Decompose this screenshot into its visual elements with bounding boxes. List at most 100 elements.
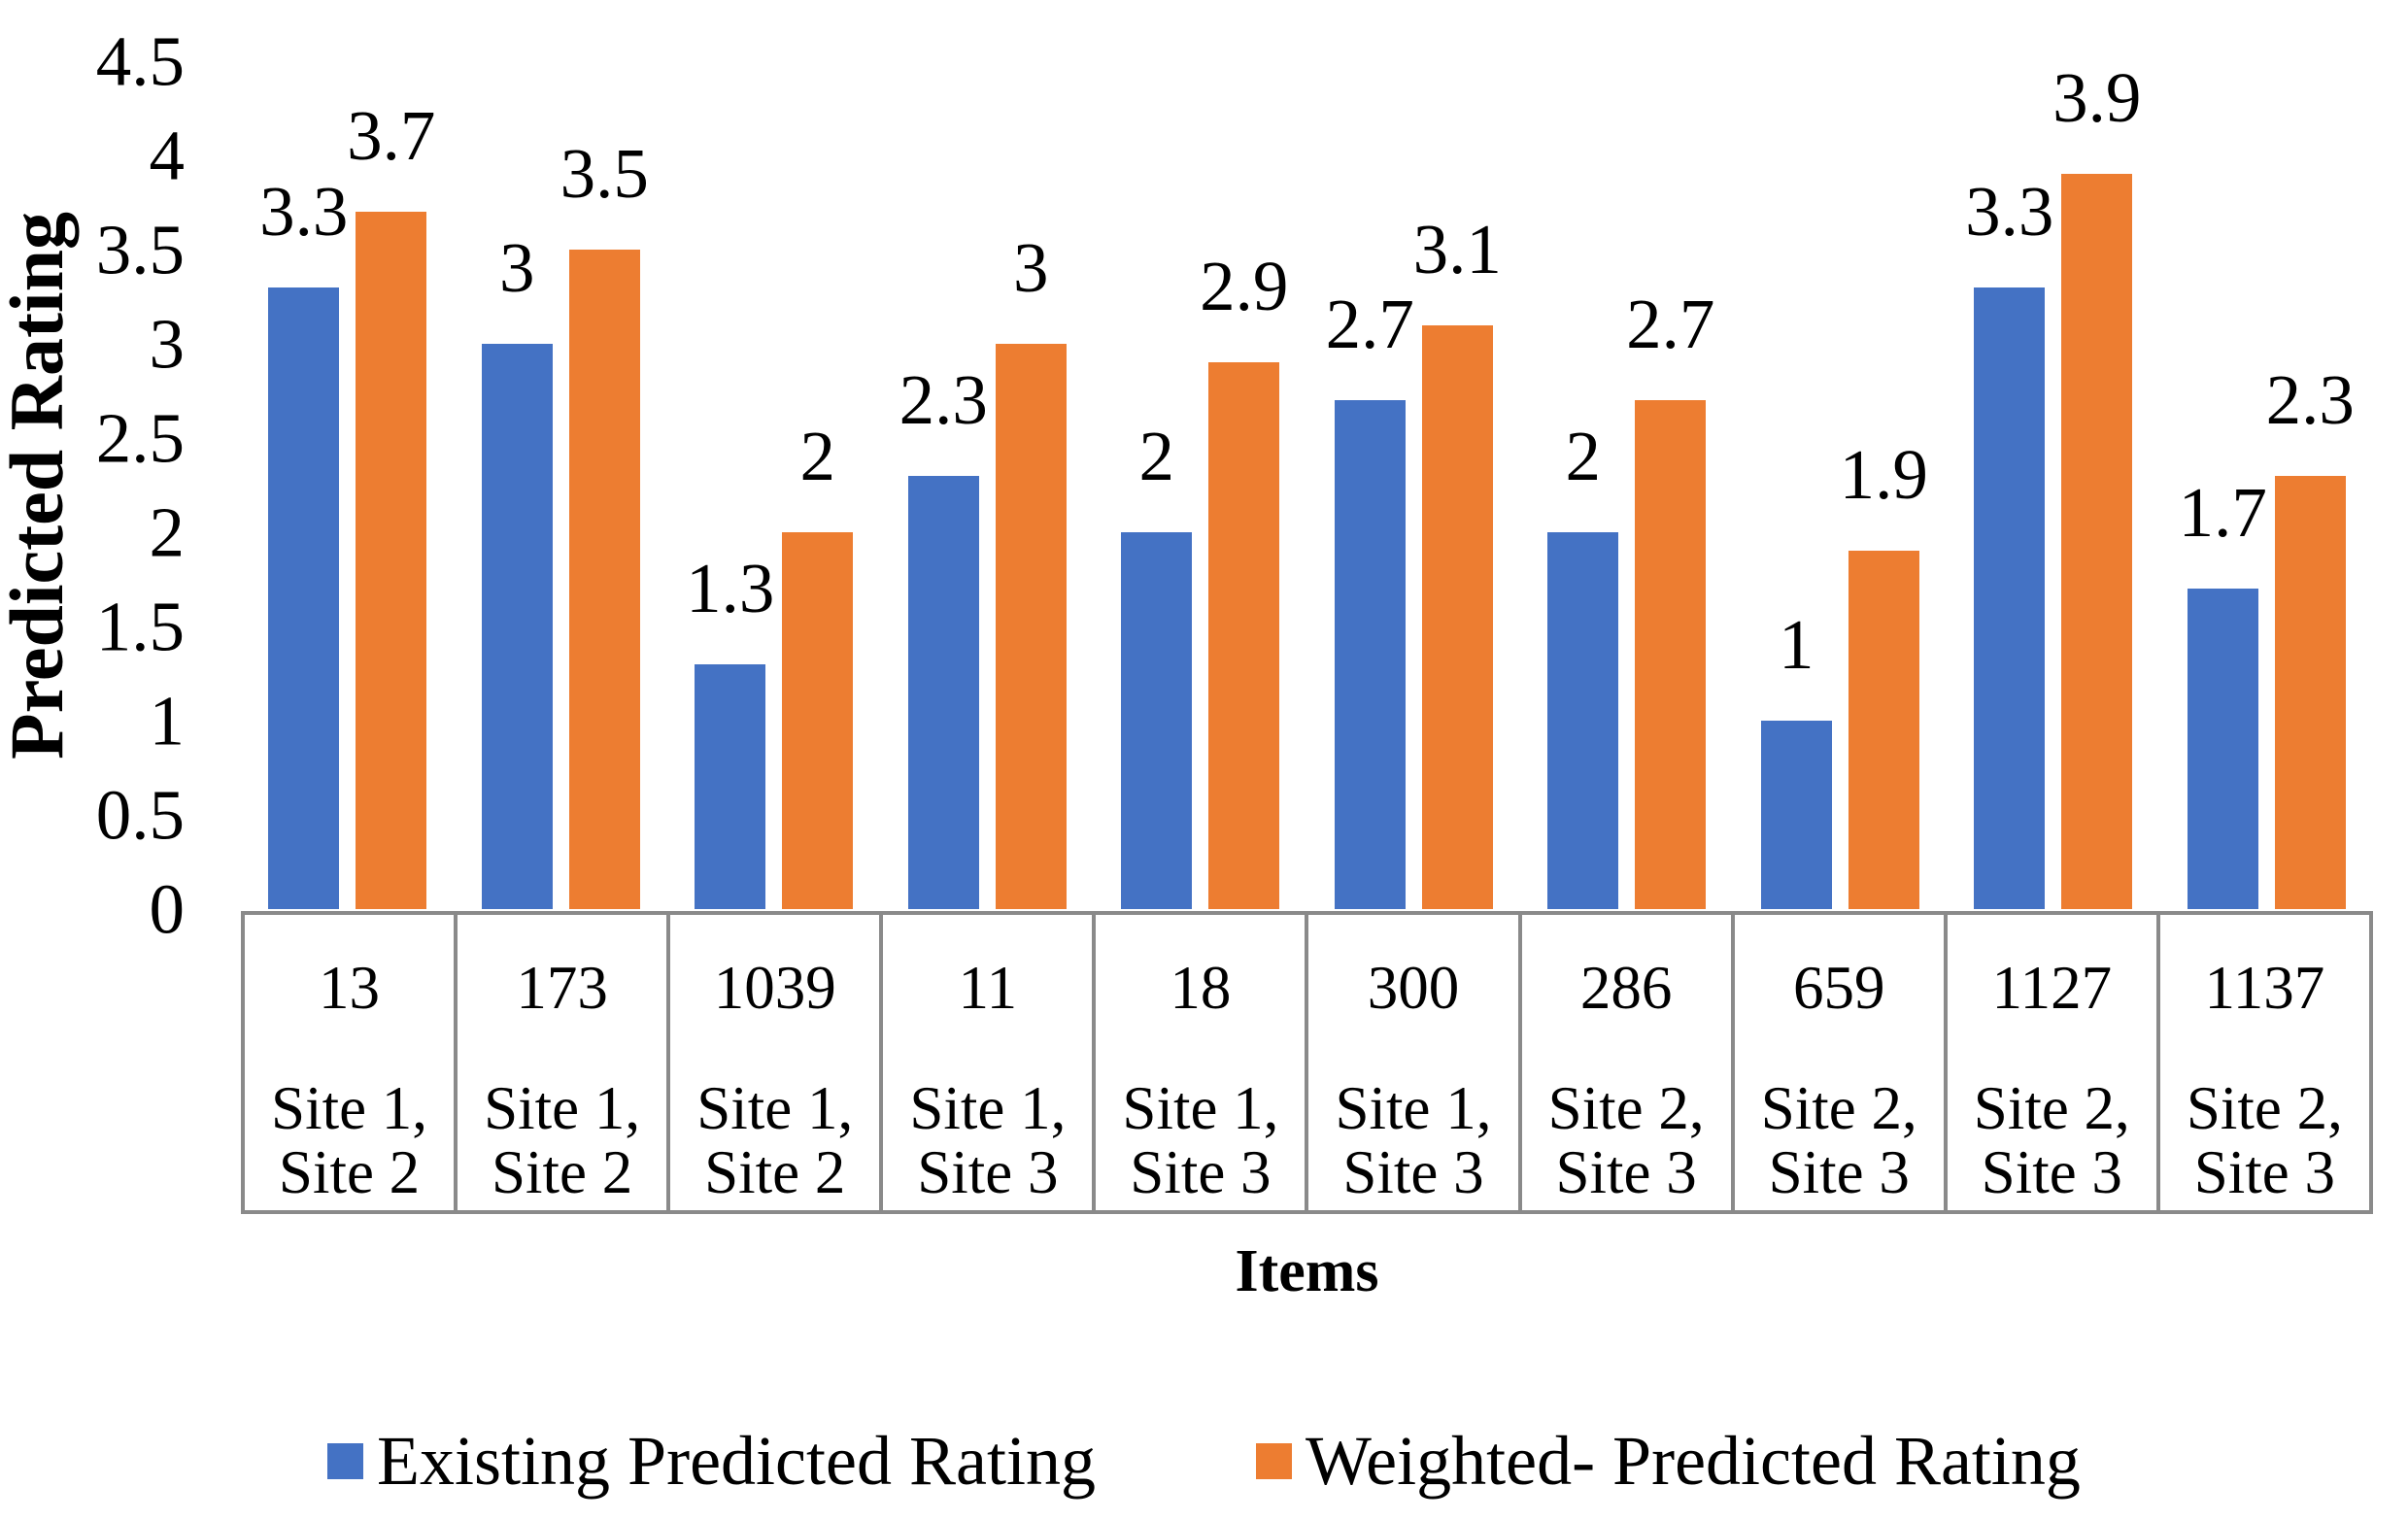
category-item-number: 286 <box>1579 954 1673 1022</box>
legend: Existing Predicted Rating Weighted- Pred… <box>0 1426 2408 1496</box>
bar-value-label: 2.3 <box>2265 359 2355 439</box>
bar-value-label: 3.3 <box>259 171 349 251</box>
bar-value-label: 3.7 <box>347 96 436 176</box>
category-cell: 173 Site 1, Site 2 <box>454 915 666 1210</box>
category-table: 13 Site 1, Site 2 173 Site 1, Site 2 1039 Site … <box>241 911 2373 1214</box>
bar-value-label: 2.9 <box>1200 247 1289 326</box>
category-item-number: 173 <box>516 954 608 1022</box>
y-tick-label: 3 <box>149 304 186 384</box>
bar-existing <box>907 475 979 909</box>
bar-weighted <box>2274 475 2346 909</box>
bar-value-label: 1.3 <box>686 548 775 627</box>
bar-slot: 3.1 <box>1413 61 1502 909</box>
x-axis-title: Items <box>1235 1238 1379 1304</box>
bar-value-label: 3.5 <box>560 134 649 213</box>
bar-value-label: 2.7 <box>1626 285 1715 364</box>
legend-item-existing: Existing Predicted Rating <box>327 1426 1096 1496</box>
category-cell: 11 Site 1, Site 3 <box>879 915 1092 1210</box>
y-tick-label: 2.5 <box>95 398 185 478</box>
bar-group: 2 2.7 <box>1520 61 1734 909</box>
bar-weighted <box>568 250 640 909</box>
category-site-pair: Site 2, Site 3 <box>1760 1073 1917 1206</box>
category-cell: 1127 Site 2, Site 3 <box>1943 915 2156 1210</box>
bar-weighted <box>782 532 854 909</box>
y-tick-label: 1 <box>149 681 186 760</box>
legend-label-weighted: Weighted- Predicted Rating <box>1305 1422 2081 1500</box>
bar-slot: 3.5 <box>560 61 649 909</box>
bar-group: 1.3 2 <box>667 61 881 909</box>
bar-weighted <box>356 212 427 909</box>
category-site-pair: Site 1, Site 3 <box>1122 1073 1279 1206</box>
category-cell: 1137 Site 2, Site 3 <box>2155 915 2369 1210</box>
bar-existing <box>695 663 766 909</box>
bar-slot: 1 <box>1760 61 1832 909</box>
bar-group: 2.7 3.1 <box>1307 61 1521 909</box>
category-site-pair: Site 1, Site 3 <box>909 1073 1067 1206</box>
category-item-number: 1127 <box>1991 954 2113 1022</box>
bar-value-label: 1.7 <box>2178 473 2267 553</box>
bar-group: 2 2.9 <box>1094 61 1307 909</box>
bar-existing <box>1760 721 1832 909</box>
bar-slot: 3.7 <box>347 61 435 909</box>
bar-value-label: 2.3 <box>899 359 988 439</box>
legend-swatch-existing-icon <box>327 1442 364 1479</box>
category-item-number: 18 <box>1170 954 1232 1022</box>
bar-value-label: 2 <box>799 417 836 495</box>
bar-slot: 2 <box>782 61 854 909</box>
bar-slot: 3.9 <box>2052 61 2141 909</box>
category-site-pair: Site 1, Site 2 <box>696 1073 854 1206</box>
category-cell: 13 Site 1, Site 2 <box>245 915 454 1210</box>
bar-existing <box>1974 287 2046 909</box>
legend-label-existing: Existing Predicted Rating <box>377 1422 1096 1500</box>
bar-value-label: 3.1 <box>1412 209 1502 288</box>
y-tick-label: 2 <box>149 492 186 572</box>
bar-weighted <box>1848 551 1919 909</box>
bar-value-label: 3.9 <box>2052 58 2142 138</box>
bar-slot: 2.7 <box>1326 61 1414 909</box>
bar-slot: 3 <box>995 61 1067 909</box>
bar-slot: 2.7 <box>1626 61 1714 909</box>
bar-group: 1.7 2.3 <box>2160 61 2374 909</box>
category-item-number: 13 <box>319 954 381 1022</box>
category-cell: 1039 Site 1, Site 2 <box>666 915 879 1210</box>
category-item-number: 1039 <box>713 954 836 1022</box>
bar-slot: 1.3 <box>686 61 774 909</box>
y-tick-label: 0 <box>149 869 186 949</box>
plot-area: 3.3 3.7 3 3.5 1.3 2 2.3 3 2 2.9 2.7 3.1 2 2.7 1 1.9 3.3 3… <box>241 61 2373 909</box>
bar-existing <box>481 344 553 909</box>
legend-item-weighted: Weighted- Predicted Rating <box>1255 1422 2081 1500</box>
category-item-number: 1137 <box>2204 954 2325 1022</box>
category-site-pair: Site 1, Site 3 <box>1335 1073 1492 1206</box>
bar-group: 3.3 3.9 <box>1947 61 2160 909</box>
bar-slot: 3.3 <box>1965 61 2053 909</box>
bar-value-label: 2.7 <box>1325 285 1414 364</box>
y-tick-label: 3.5 <box>95 210 185 289</box>
bar-value-label: 2 <box>1565 417 1602 495</box>
bar-weighted <box>1208 362 1280 909</box>
category-cell: 300 Site 1, Site 3 <box>1305 915 1517 1210</box>
bar-group: 1 1.9 <box>1734 61 1948 909</box>
bar-group: 3 3.5 <box>455 61 668 909</box>
bar-weighted <box>1421 324 1493 909</box>
bar-slot: 3.3 <box>259 61 348 909</box>
y-tick-label: 1.5 <box>95 587 185 666</box>
bar-slot: 1.9 <box>1840 61 1928 909</box>
bar-slot: 2 <box>1547 61 1619 909</box>
category-cell: 18 Site 1, Site 3 <box>1092 915 1305 1210</box>
bar-slot: 1.7 <box>2179 61 2267 909</box>
bar-slot: 2 <box>1121 61 1193 909</box>
y-tick-label: 4 <box>149 116 186 195</box>
category-item-number: 300 <box>1367 954 1460 1022</box>
y-tick-label: 4.5 <box>95 21 185 101</box>
bar-slot: 3 <box>481 61 553 909</box>
bar-weighted <box>1635 400 1707 909</box>
bar-slot: 2.9 <box>1200 61 1288 909</box>
bar-existing <box>1547 532 1619 909</box>
legend-swatch-weighted-icon <box>1255 1442 1292 1479</box>
bar-value-label: 3 <box>499 228 535 307</box>
bar-slot: 2.3 <box>2266 61 2355 909</box>
category-item-number: 659 <box>1792 954 1885 1022</box>
category-cell: 286 Site 2, Site 3 <box>1517 915 1731 1210</box>
bar-existing <box>1121 532 1193 909</box>
